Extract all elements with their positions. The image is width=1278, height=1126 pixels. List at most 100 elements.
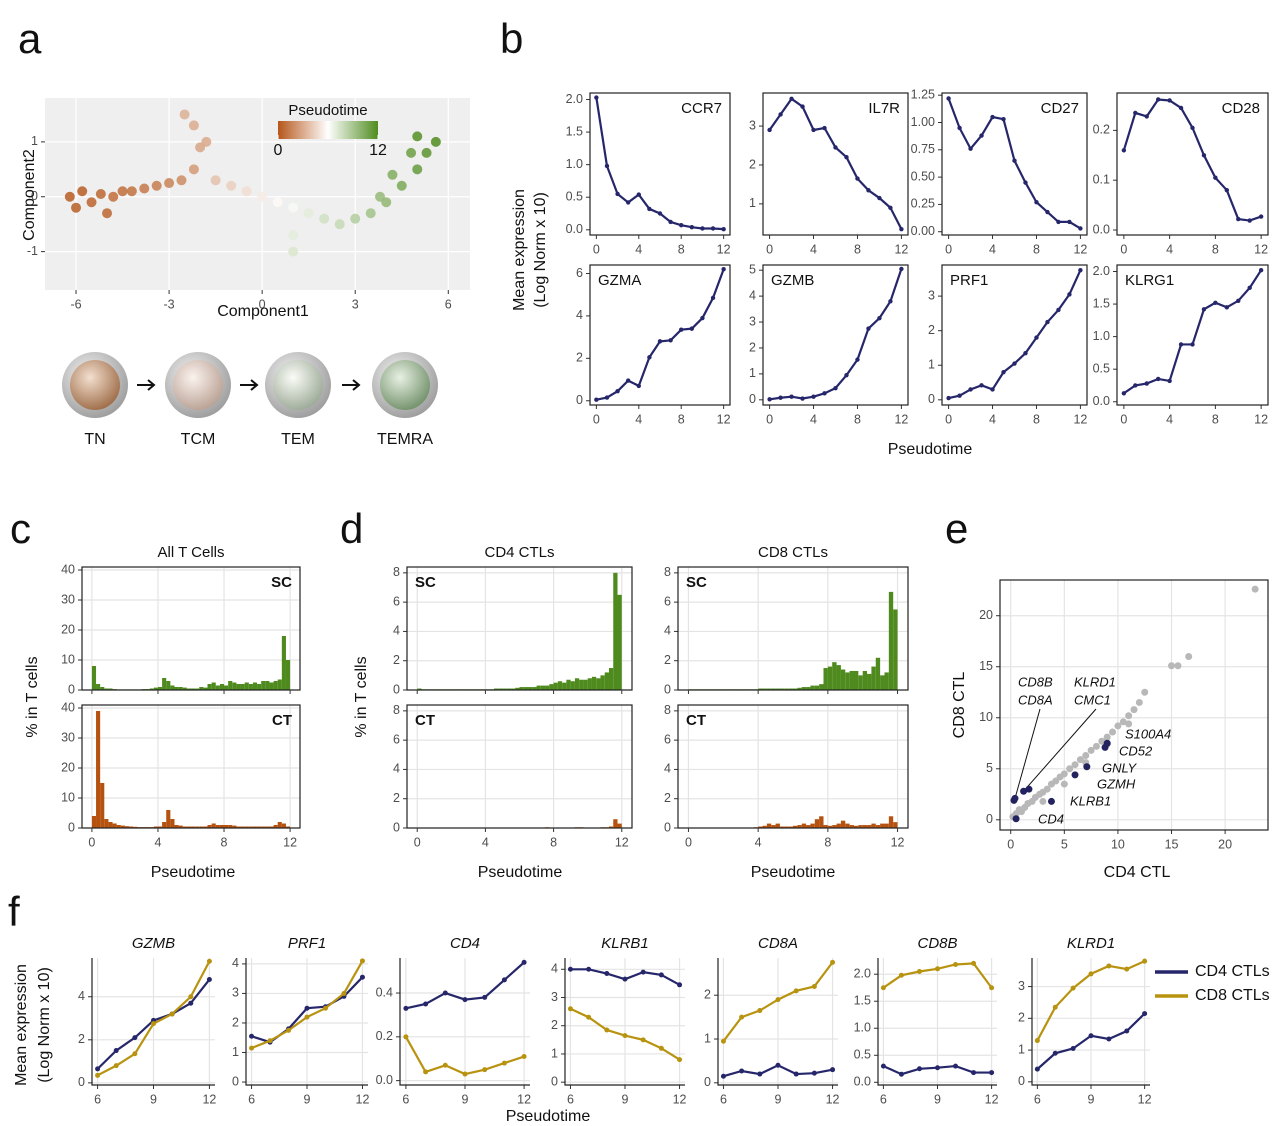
point <box>501 1060 507 1066</box>
x-tick-label: 12 <box>894 412 908 426</box>
point <box>866 188 871 193</box>
bar <box>545 685 550 690</box>
point <box>482 994 488 1000</box>
plot-frame <box>762 264 909 406</box>
point <box>594 95 599 100</box>
y-tick-label: 0 <box>1018 1074 1025 1088</box>
y-tick-label: 40 <box>61 700 75 714</box>
bar <box>191 688 196 690</box>
bar <box>875 825 881 828</box>
y-tick-label: 8 <box>664 703 671 717</box>
y-tick-label: 0 <box>749 392 756 406</box>
chart-title: CD4 <box>450 935 480 952</box>
bar <box>613 819 618 828</box>
point <box>1178 105 1184 111</box>
point <box>169 1011 175 1017</box>
plot-frame <box>589 92 731 236</box>
cell-state-label: TEM <box>281 431 315 448</box>
point <box>899 226 904 232</box>
point <box>935 1065 940 1071</box>
y-tick-label: 2 <box>749 157 756 171</box>
point <box>77 186 88 197</box>
line <box>947 98 1081 230</box>
bar <box>762 825 767 828</box>
x-tick-label: 9 <box>150 1092 157 1106</box>
point <box>811 983 817 989</box>
point <box>286 1027 292 1033</box>
point <box>1060 780 1068 788</box>
bar <box>108 822 113 828</box>
x-tick-label: 8 <box>1212 412 1219 426</box>
x-tick-label: 4 <box>989 412 996 426</box>
bar <box>166 681 171 690</box>
bar <box>617 823 622 828</box>
x-tick-label: 12 <box>894 242 908 256</box>
chart-title: KLRG1 <box>1125 272 1174 289</box>
plot-frame <box>1116 92 1269 236</box>
point <box>793 1071 799 1077</box>
axis-lines <box>877 958 997 1086</box>
x-tick-label: 8 <box>550 835 557 849</box>
bar <box>779 826 785 828</box>
axis-lines <box>245 958 368 1086</box>
y-tick-label: 1.5 <box>566 124 583 138</box>
bar <box>823 825 828 828</box>
bar <box>613 572 618 690</box>
y-tick-label: 4 <box>664 624 671 638</box>
point <box>322 1005 328 1011</box>
point <box>1043 785 1051 793</box>
bar <box>211 682 216 690</box>
point <box>188 120 199 131</box>
point <box>1056 307 1061 313</box>
bar <box>191 826 196 828</box>
chart: 0 10 20 30 40 All T Cells SC % in T cells <box>24 544 301 738</box>
bar <box>174 825 179 828</box>
point <box>953 961 959 967</box>
y-tick-label: 20 <box>61 760 75 774</box>
point <box>1045 209 1050 215</box>
point <box>793 988 799 994</box>
bar <box>174 687 179 690</box>
point <box>1001 117 1006 122</box>
x-tick-label: -6 <box>70 297 81 311</box>
point <box>201 136 212 147</box>
y-tick-label: 10 <box>61 652 75 666</box>
point <box>1052 1050 1058 1056</box>
point <box>898 972 904 978</box>
point <box>757 1008 763 1014</box>
bar <box>784 826 789 828</box>
point <box>359 974 365 980</box>
y-tick-label: 0 <box>928 392 935 406</box>
x-tick-label: 0 <box>766 412 773 426</box>
bar <box>224 825 229 828</box>
chart: -6 -3 0 3 6 -1 0 1 Pseudotime 0 12 Component1 Compon… <box>21 98 470 320</box>
bar <box>617 594 622 690</box>
point <box>164 178 175 189</box>
y-tick-label: 3 <box>749 314 756 328</box>
point <box>406 147 417 158</box>
point <box>888 205 893 210</box>
point <box>1078 226 1083 231</box>
x-tick-label: 4 <box>755 835 762 849</box>
point <box>341 990 347 996</box>
bar <box>116 825 121 828</box>
y-tick-label: 3 <box>551 990 558 1004</box>
point <box>1167 98 1172 103</box>
x-tick-label: 12 <box>891 835 905 849</box>
y-tick-label: 2 <box>664 653 671 667</box>
point <box>721 267 726 272</box>
bar <box>215 685 220 690</box>
y-tick-label: 1.5 <box>1093 296 1110 310</box>
point <box>1236 298 1241 304</box>
chart: 0 4 8 12 0 2 4 6 8 CT Pseudotime <box>664 703 909 881</box>
x-tick-label: 8 <box>854 412 861 426</box>
point <box>288 246 299 257</box>
point <box>800 396 805 401</box>
axis-lines <box>1031 958 1150 1086</box>
point <box>179 109 190 120</box>
leader-line <box>1023 708 1097 792</box>
bar <box>281 636 286 690</box>
point <box>567 1006 573 1012</box>
